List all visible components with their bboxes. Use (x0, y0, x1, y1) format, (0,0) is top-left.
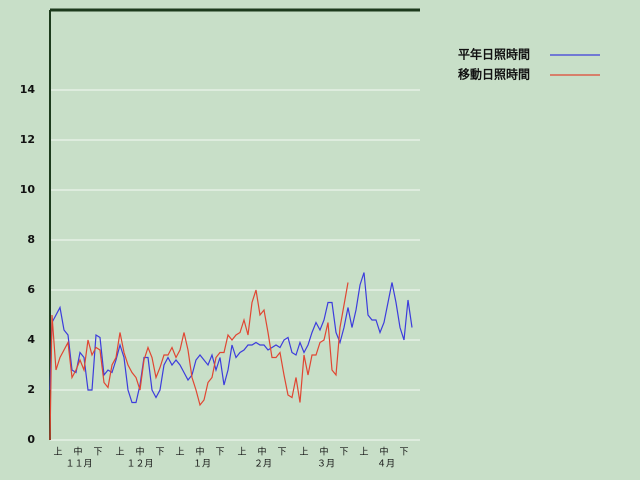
month-label: １２月 (126, 459, 153, 470)
x-tick-label: 上 (53, 447, 62, 458)
x-tick-label: 上 (115, 447, 124, 458)
x-tick-label: 中 (73, 446, 82, 458)
month-label: １１月 (65, 459, 92, 470)
x-tick-label: 上 (237, 447, 246, 458)
month-label: ３月 (317, 459, 335, 470)
month-label: １月 (193, 459, 211, 470)
x-tick-label: 下 (215, 448, 224, 458)
legend-label: 平年日照時間 (458, 47, 530, 62)
x-tick-label: 中 (135, 446, 144, 458)
month-label: ２月 (254, 459, 272, 470)
data-line (49, 282, 349, 441)
x-tick-label: 中 (379, 446, 388, 458)
y-tick-label: 6 (27, 283, 35, 296)
y-tick-label: 8 (27, 233, 35, 246)
x-tick-label: 上 (359, 447, 368, 458)
y-tick-label: 12 (20, 133, 35, 146)
x-tick-label: 下 (399, 448, 408, 458)
month-label: ４月 (377, 459, 395, 470)
x-tick-label: 下 (93, 448, 102, 458)
x-tick-label: 中 (257, 446, 266, 458)
y-tick-label: 0 (27, 433, 35, 446)
x-tick-label: 上 (175, 447, 184, 458)
x-tick-label: 下 (339, 448, 348, 458)
y-tick-label: 14 (20, 83, 36, 96)
x-tick-label: 下 (155, 448, 164, 458)
x-tick-label: 中 (319, 446, 328, 458)
data-line (49, 272, 413, 404)
y-tick-label: 10 (20, 183, 36, 196)
y-tick-label: 2 (27, 383, 35, 396)
x-tick-label: 下 (277, 448, 286, 458)
x-tick-label: 中 (195, 446, 204, 458)
x-tick-label: 上 (299, 447, 308, 458)
y-tick-label: 4 (27, 333, 35, 346)
legend-label: 移動日照時間 (458, 67, 530, 82)
